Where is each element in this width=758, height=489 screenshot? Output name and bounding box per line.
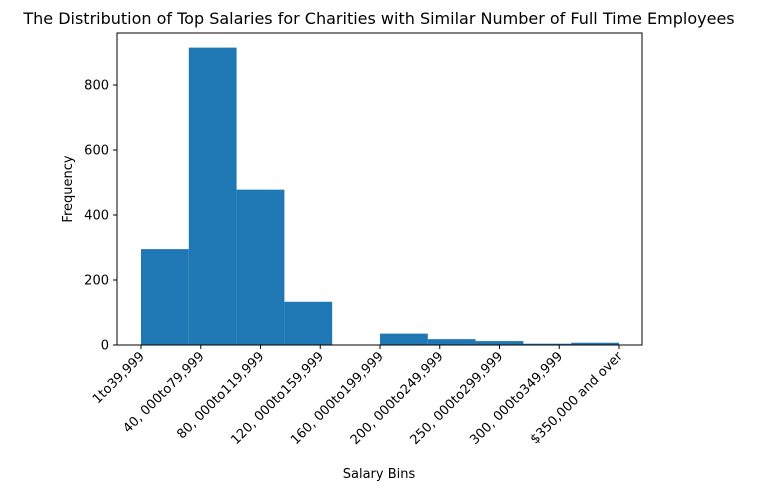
y-tick-label-3: 600	[84, 144, 109, 159]
bar-8	[523, 343, 572, 345]
bar-6	[427, 339, 476, 345]
y-axis-ticks: 0 200 400 600 800	[84, 79, 117, 354]
bar-1	[188, 47, 237, 346]
x-tick-label-0: 1to39,999	[90, 349, 148, 407]
y-axis-label: Frequency	[61, 155, 76, 222]
bar-9	[571, 342, 619, 345]
bar-3	[284, 301, 333, 345]
bar-7	[475, 341, 524, 345]
bar-2	[236, 189, 285, 345]
y-tick-label-4: 800	[84, 79, 109, 94]
y-tick-label-1: 200	[84, 274, 109, 289]
y-tick-label-2: 400	[84, 209, 109, 224]
chart-title: The Distribution of Top Salaries for Cha…	[22, 9, 734, 28]
bar-0	[141, 249, 189, 346]
bar-5	[380, 333, 428, 346]
bars-group	[141, 47, 619, 346]
plot-frame	[116, 32, 643, 346]
y-tick-label-0: 0	[101, 339, 109, 354]
x-axis-label: Salary Bins	[343, 467, 416, 482]
